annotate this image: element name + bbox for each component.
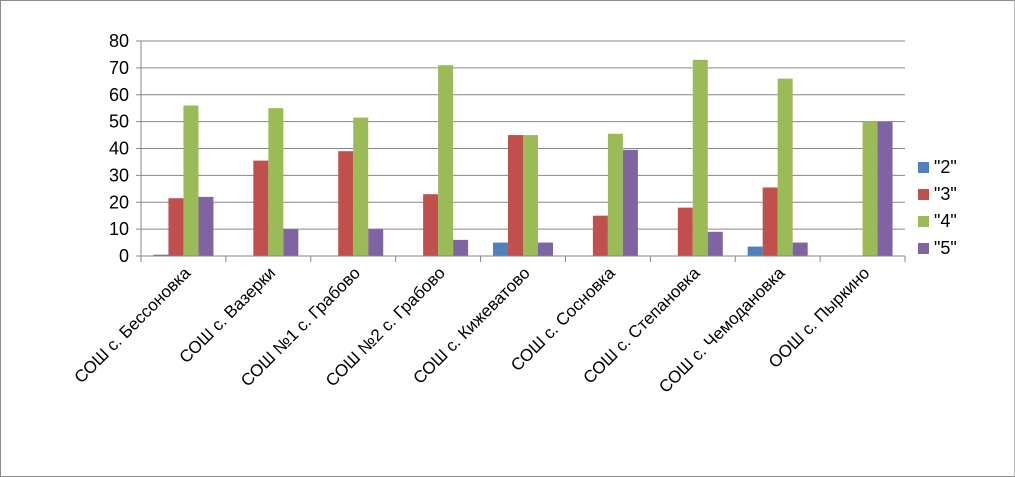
bar-5-cat-1 [198, 196, 214, 256]
legend-label: "4" [934, 211, 957, 231]
bar-5-cat-9 [877, 121, 893, 256]
bar-4-cat-5 [523, 135, 538, 256]
bar-5-cat-3 [368, 229, 384, 256]
y-tick-label: 70 [109, 58, 129, 78]
y-tick-label: 40 [109, 139, 129, 159]
bar-3-cat-5 [508, 135, 523, 256]
bar-3-cat-8 [762, 187, 778, 256]
y-tick-label: 60 [109, 85, 129, 105]
y-tick-labels: 0 10 20 30 40 50 60 70 80 [109, 31, 129, 266]
y-tick-label: 20 [109, 192, 129, 212]
legend-label: "5" [934, 238, 957, 258]
bar-4-cat-4 [438, 65, 454, 256]
y-tick-label: 50 [109, 112, 129, 132]
bar-4-cat-6 [607, 133, 623, 256]
bar-3-cat-1 [168, 198, 184, 256]
bar-4-cat-1 [183, 105, 199, 256]
bar-3-cat-3 [338, 151, 354, 256]
bar-3-cat-7 [677, 207, 693, 256]
legend-label: "3" [934, 184, 957, 204]
legend-label: "2" [934, 157, 957, 177]
legend-swatch [918, 216, 929, 227]
bar-5-cat-4 [453, 239, 469, 256]
bar-2-cat-1 [153, 254, 169, 256]
legend: "2" "3" "4" "5" [918, 157, 957, 258]
legend-swatch [918, 162, 929, 173]
y-tick-label: 30 [109, 165, 129, 185]
legend-swatch [918, 189, 929, 200]
bar-5-cat-7 [707, 231, 723, 256]
bar-4-cat-2 [268, 108, 284, 256]
axes [136, 40, 906, 262]
y-tick-label: 80 [109, 31, 129, 51]
bar-3-cat-2 [253, 160, 269, 256]
bar-2-cat-5 [493, 242, 508, 256]
bar-4-cat-9 [862, 121, 878, 256]
x-category-label: СОШ с. Бессоновка [71, 263, 195, 387]
bar-4-cat-3 [353, 117, 369, 256]
y-tick-label: 0 [119, 246, 129, 266]
bar-4-cat-7 [692, 59, 708, 256]
bar-5-cat-5 [538, 242, 553, 256]
bar-5-cat-6 [622, 149, 638, 256]
bar-5-cat-8 [792, 242, 808, 256]
legend-swatch [918, 243, 929, 254]
bar-2-cat-8 [747, 246, 763, 256]
bar-5-cat-2 [283, 229, 299, 256]
bar-3-cat-4 [423, 194, 439, 256]
bar-3-cat-6 [592, 215, 608, 256]
y-tick-label: 10 [109, 219, 129, 239]
bar-4-cat-8 [777, 78, 793, 256]
bars [153, 59, 893, 256]
